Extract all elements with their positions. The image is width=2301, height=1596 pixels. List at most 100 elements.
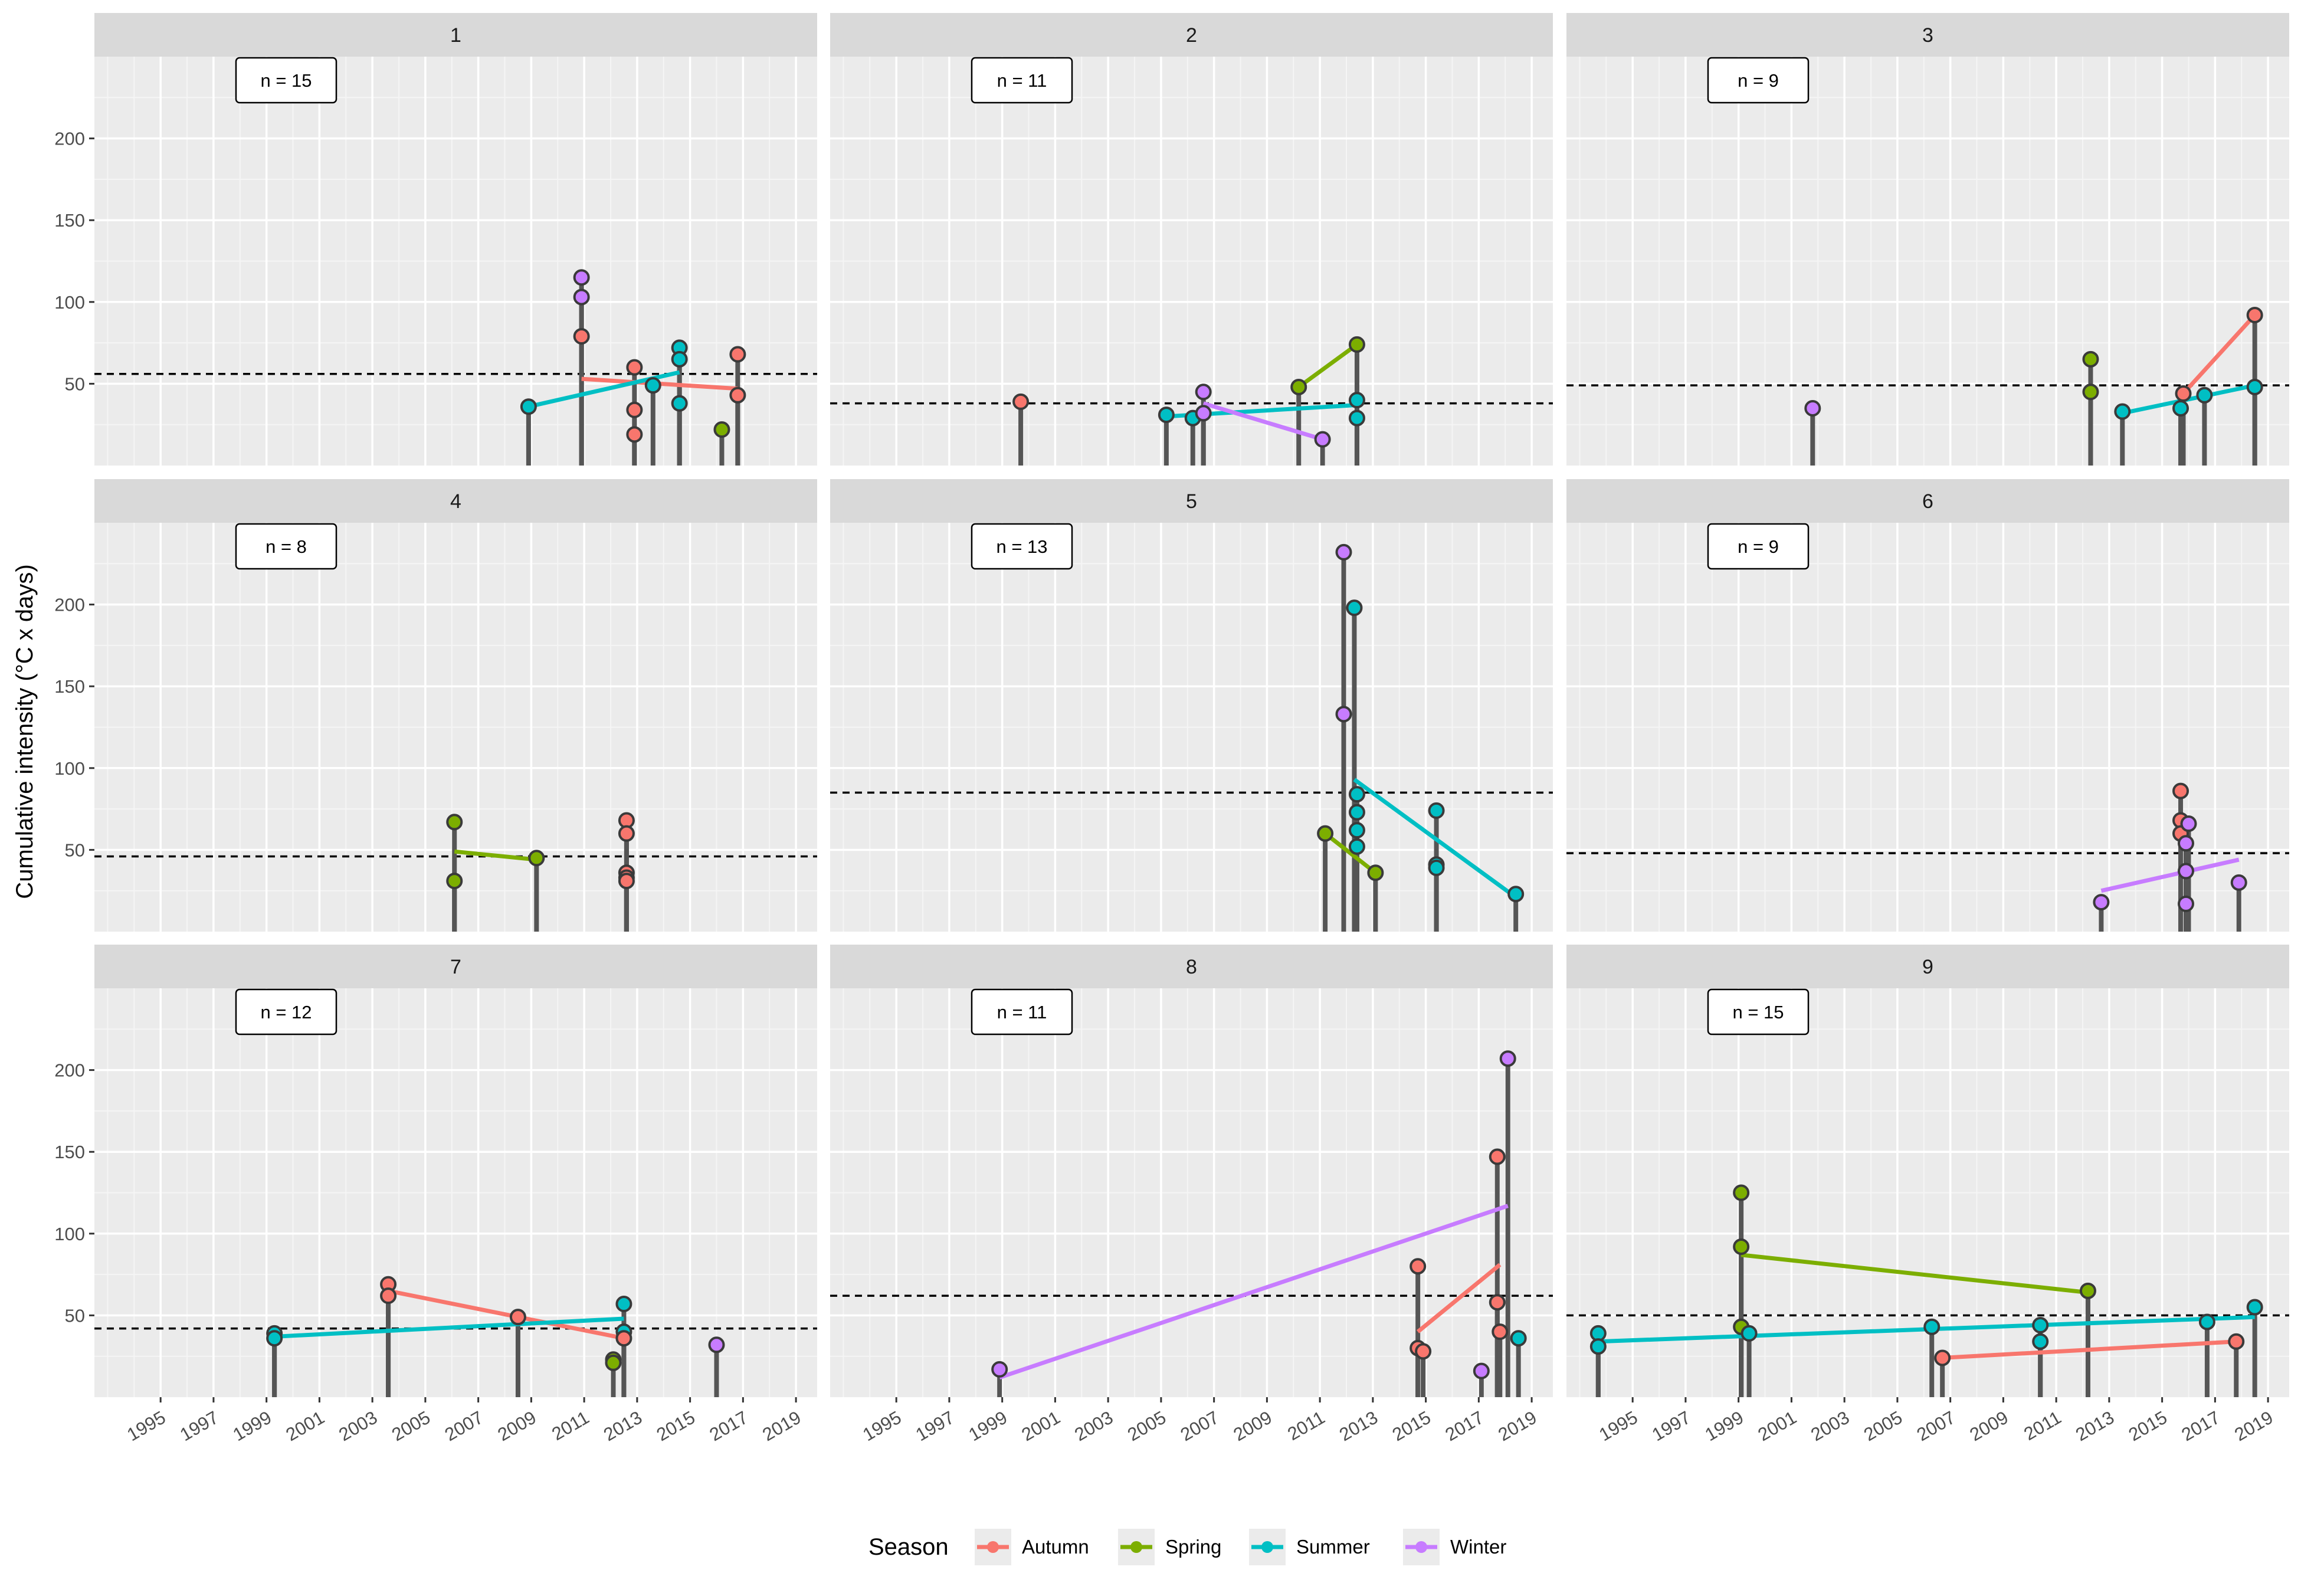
x-tick-label: 2015: [653, 1407, 699, 1446]
data-point-autumn: [1489, 1294, 1506, 1311]
data-point-spring: [2082, 350, 2099, 368]
data-point-autumn: [1415, 1343, 1432, 1360]
facet-panel-3: 3 n = 9: [1566, 13, 2289, 466]
facet-panel-6: 6 n = 9: [1566, 479, 2289, 932]
trend-line-autumn: [1416, 1263, 1502, 1333]
data-point-winter: [991, 1361, 1008, 1378]
sample-size-box: [971, 57, 1073, 104]
x-tick-label: 2005: [1860, 1407, 1906, 1446]
data-point-autumn: [626, 401, 643, 418]
y-tick-label: 50: [65, 373, 85, 394]
x-tick-label: 2015: [1389, 1407, 1434, 1446]
legend-item-autumn: Autumn: [975, 1529, 1089, 1565]
data-point-autumn: [1410, 1258, 1427, 1275]
data-point-winter: [708, 1336, 725, 1354]
x-tick-label: 1997: [912, 1407, 958, 1446]
data-point-summer: [2246, 1299, 2263, 1316]
facet-strip: [94, 945, 817, 988]
legend-item-spring: Spring: [1118, 1529, 1221, 1565]
x-tick-label: 1995: [1595, 1407, 1641, 1446]
legend: Season Autumn Spring Summer Winter: [868, 1529, 1506, 1565]
data-point-summer: [1589, 1338, 1607, 1355]
x-tick-label: 2011: [2020, 1407, 2064, 1445]
trend-line-spring: [454, 849, 537, 862]
data-point-autumn: [729, 346, 746, 363]
trend-line-summer: [274, 1316, 624, 1339]
x-tick-label: 2017: [2178, 1407, 2223, 1446]
legend-key-point: [1130, 1541, 1142, 1553]
data-point-summer: [2246, 378, 2263, 395]
data-point-summer: [520, 398, 537, 415]
legend-label: Winter: [1450, 1536, 1506, 1558]
sample-size-box: [1707, 57, 1810, 104]
y-axis-title: Cumulative intensity (°C x days): [12, 564, 38, 899]
x-tick-label: 2019: [2231, 1407, 2276, 1446]
sample-size-box: [971, 523, 1073, 570]
x-tick-label: 2003: [1071, 1407, 1116, 1446]
data-point-spring: [2082, 384, 2099, 401]
data-point-summer: [1348, 409, 1365, 427]
legend-label: Spring: [1165, 1536, 1221, 1558]
x-tick-label: 2017: [706, 1407, 751, 1446]
facet-strip-label: 1: [450, 24, 461, 47]
data-point-winter: [1195, 405, 1212, 422]
legend-key-point: [987, 1541, 999, 1553]
data-point-spring: [1290, 378, 1307, 395]
data-point-autumn: [626, 359, 643, 376]
x-tick-label: 2001: [283, 1407, 328, 1446]
x-tick-label: 2009: [1966, 1407, 2012, 1446]
legend-title: Season: [868, 1534, 949, 1560]
x-tick-label: 2011: [1284, 1407, 1328, 1445]
legend-key-point: [1415, 1541, 1427, 1553]
x-tick-label: 2005: [388, 1407, 434, 1446]
facet-strip-label: 4: [450, 490, 461, 513]
data-point-summer: [1428, 802, 1445, 819]
facet-panel-2: 2 n = 11: [830, 13, 1553, 466]
data-point-spring: [1733, 1184, 1750, 1201]
y-tick-label: 150: [54, 676, 85, 697]
x-tick-label: 2007: [441, 1407, 487, 1446]
facet-strip: [830, 13, 1553, 57]
x-tick-label: 2013: [600, 1407, 645, 1446]
sample-size-label: n = 9: [1738, 536, 1779, 557]
facet-strip: [1566, 945, 2289, 988]
sample-size-label: n = 9: [1738, 70, 1779, 91]
x-tick-label: 2009: [494, 1407, 540, 1446]
sample-size-label: n = 11: [997, 70, 1047, 91]
x-tick-label: 1995: [859, 1407, 904, 1446]
facet-strip: [94, 13, 817, 57]
data-point-winter: [1804, 399, 1821, 417]
data-point-winter: [2178, 835, 2194, 852]
data-point-autumn: [615, 1330, 632, 1347]
x-tick-label: 2001: [1018, 1407, 1064, 1446]
data-point-winter: [1499, 1050, 1516, 1067]
sample-size-box: [235, 523, 337, 570]
y-tick-label: 100: [54, 1224, 85, 1244]
y-tick-label: 100: [54, 758, 85, 779]
x-tick-label: 2003: [1807, 1407, 1853, 1446]
data-point-spring: [1348, 336, 1365, 353]
sample-size-label: n = 11: [997, 1002, 1047, 1023]
data-point-summer: [2198, 1313, 2215, 1330]
data-point-autumn: [2228, 1333, 2245, 1350]
x-tick-label: 2011: [548, 1407, 592, 1445]
facet-panel-4: 4 n = 8 50 100 150 200: [54, 479, 817, 932]
data-point-spring: [1367, 864, 1384, 881]
x-tick-label: 2013: [2072, 1407, 2118, 1446]
x-tick-label: 2007: [1177, 1407, 1222, 1446]
sample-size-box: [235, 988, 337, 1035]
x-tick-label: 2017: [1441, 1407, 1487, 1446]
data-point-spring: [528, 850, 545, 867]
data-point-summer: [1348, 786, 1365, 803]
x-tick-label: 1997: [1648, 1407, 1694, 1446]
data-point-autumn: [380, 1287, 397, 1305]
data-point-winter: [2178, 863, 2194, 880]
data-point-autumn: [2246, 306, 2263, 323]
facet-strip-label: 9: [1922, 956, 1933, 978]
data-point-summer: [1740, 1325, 1758, 1342]
data-point-winter: [1195, 384, 1212, 401]
y-tick-label: 50: [65, 840, 85, 860]
data-point-summer: [1428, 859, 1445, 876]
